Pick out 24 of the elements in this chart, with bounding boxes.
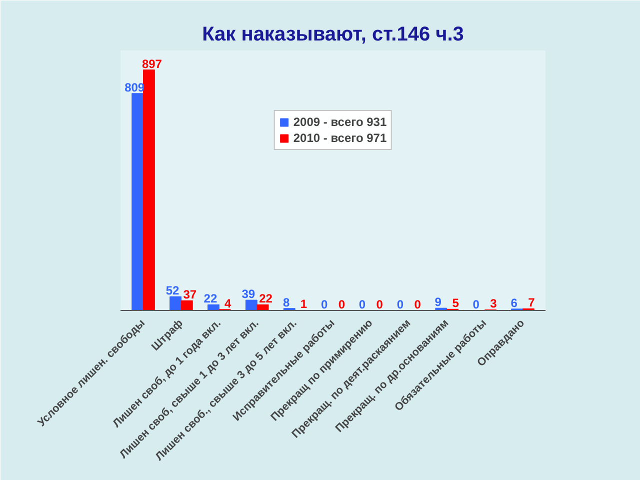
data-label: 5: [452, 296, 460, 310]
chart-title: Как наказывают, ст.146 ч.3: [202, 24, 464, 46]
data-label: 39: [242, 287, 256, 302]
data-label: 37: [183, 288, 197, 302]
legend-label: 2010 - всего 971: [293, 131, 387, 145]
data-label: 9: [434, 295, 442, 310]
data-label: 0: [396, 298, 404, 312]
data-label: 0: [358, 298, 366, 312]
data-label: 1: [300, 297, 308, 312]
data-label: 0: [320, 298, 328, 312]
data-label: 8: [283, 295, 290, 310]
data-label: 22: [204, 292, 218, 306]
data-label: 3: [490, 296, 498, 311]
data-label: 6: [510, 296, 518, 310]
data-label: 0: [414, 298, 422, 312]
data-label: 7: [528, 296, 536, 310]
data-label: 0: [376, 298, 384, 312]
data-label: 4: [224, 296, 232, 310]
data-label: 52: [166, 284, 180, 298]
data-label: 0: [338, 298, 346, 312]
legend-label: 2009 - всего 931: [293, 115, 387, 129]
data-label: 0: [472, 298, 480, 312]
data-label: 22: [259, 292, 273, 306]
data-label: 897: [142, 56, 162, 71]
